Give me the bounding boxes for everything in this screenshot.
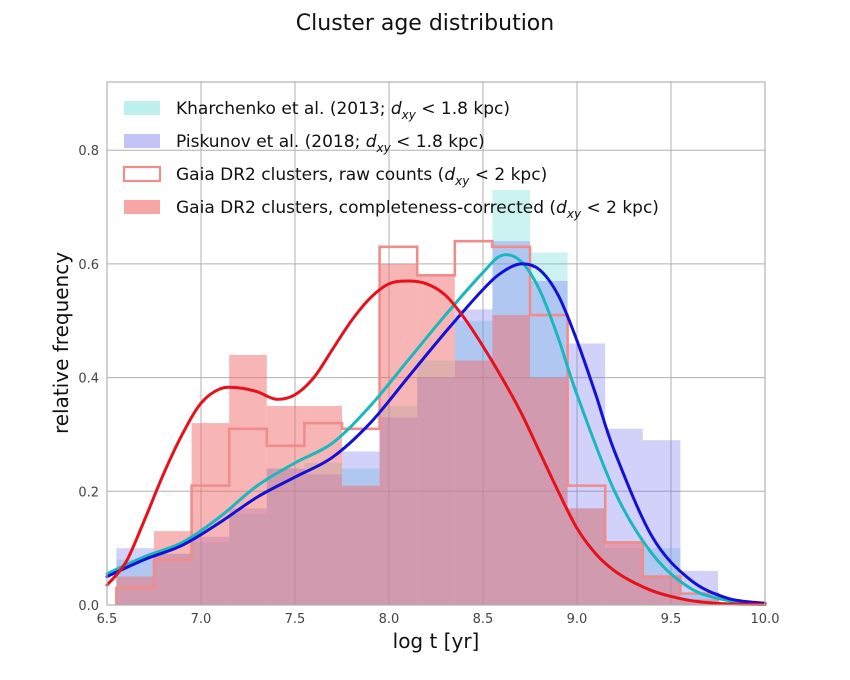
y-axis-label: relative frequency <box>49 252 73 434</box>
legend-label-main: Gaia DR2 clusters, completeness-correcte… <box>176 198 556 218</box>
bar <box>116 576 154 605</box>
step-gaia-dr2-clusters-raw-counts-dxy-2-kpc <box>115 239 720 605</box>
plot-frame <box>106 81 766 606</box>
x-tick-label: 9.0 <box>567 612 588 627</box>
legend-swatch <box>124 200 160 214</box>
bar <box>342 485 380 605</box>
legend: Kharchenko et al. (2013; dxy < 1.8 kpc)P… <box>122 99 659 221</box>
x-axis-label: log t [yr] <box>393 629 480 653</box>
bar <box>379 263 418 605</box>
legend-label-rest: < 2 kpc) <box>581 198 659 218</box>
legend-subscript: xy <box>454 174 470 188</box>
x-tick-labels: 6.5 7.0 7.5 8.0 8.5 9.0 9.5 10.0 <box>97 612 780 627</box>
y-tick-label: 0.2 <box>78 485 99 500</box>
kde-curve-layer <box>105 253 767 606</box>
legend-label-rest: < 1.8 kpc) <box>416 99 510 119</box>
bar <box>605 542 643 605</box>
legend-item: Kharchenko et al. (2013; dxy < 1.8 kpc) <box>124 99 510 122</box>
histogram-layer <box>116 190 718 606</box>
legend-label-main: Kharchenko et al. (2013; <box>176 99 391 119</box>
legend-label-main: Gaia DR2 clusters, raw counts ( <box>176 165 444 185</box>
legend-label: Kharchenko et al. (2013; dxy < 1.8 kpc) <box>176 99 510 122</box>
legend-swatch <box>122 165 162 183</box>
bar <box>492 315 530 605</box>
y-tick-labels: 0.0 0.2 0.4 0.6 0.8 <box>78 144 99 614</box>
bar <box>530 377 568 605</box>
legend-label: Gaia DR2 clusters, completeness-correcte… <box>176 198 659 221</box>
legend-label-rest: < 2 kpc) <box>469 165 547 185</box>
series-gaia-dr2-clusters-completeness-corrected-dxy-2-kpc <box>116 263 718 605</box>
legend-label: Gaia DR2 clusters, raw counts (dxy < 2 k… <box>176 165 547 188</box>
y-tick-label: 0.4 <box>78 372 99 387</box>
x-tick-label: 7.0 <box>191 612 212 627</box>
legend-symbol: d <box>444 165 455 185</box>
legend-item: Piskunov et al. (2018; dxy < 1.8 kpc) <box>124 132 485 155</box>
legend-label-main: Piskunov et al. (2018; <box>176 132 366 152</box>
x-tick-label: 10.0 <box>751 612 780 627</box>
x-tick-label: 8.5 <box>473 612 494 627</box>
bar <box>680 593 718 605</box>
legend-symbol: d <box>556 198 567 218</box>
legend-symbol: d <box>366 132 377 152</box>
legend-subscript: xy <box>376 141 392 155</box>
curve-piskunov-kde <box>105 262 767 605</box>
legend-label-rest: < 1.8 kpc) <box>391 132 485 152</box>
legend-symbol: d <box>391 99 402 119</box>
curve-gaia-completeness-corrected-kde <box>105 279 767 606</box>
legend-swatch <box>124 134 160 148</box>
x-tick-label: 9.5 <box>661 612 682 627</box>
x-tick-label: 6.5 <box>97 612 118 627</box>
legend-subscript: xy <box>401 108 417 122</box>
bar <box>304 406 342 605</box>
step-histogram-layer <box>115 239 720 605</box>
x-tick-label: 7.5 <box>285 612 306 627</box>
y-tick-label: 0.0 <box>78 599 99 614</box>
legend-item: Gaia DR2 clusters, completeness-correcte… <box>124 198 659 221</box>
chart-title: Cluster age distribution <box>296 11 554 36</box>
y-tick-label: 0.8 <box>78 144 99 159</box>
bar <box>454 360 493 605</box>
y-tick-label: 0.6 <box>78 258 99 273</box>
legend-label: Piskunov et al. (2018; dxy < 1.8 kpc) <box>176 132 485 155</box>
curve-kharchenko-kde <box>105 253 767 606</box>
legend-swatch <box>124 101 160 115</box>
legend-item: Gaia DR2 clusters, raw counts (dxy < 2 k… <box>122 165 547 188</box>
x-tick-label: 8.0 <box>379 612 400 627</box>
bar <box>266 406 305 605</box>
bar <box>229 354 267 605</box>
legend-subscript: xy <box>566 207 582 221</box>
